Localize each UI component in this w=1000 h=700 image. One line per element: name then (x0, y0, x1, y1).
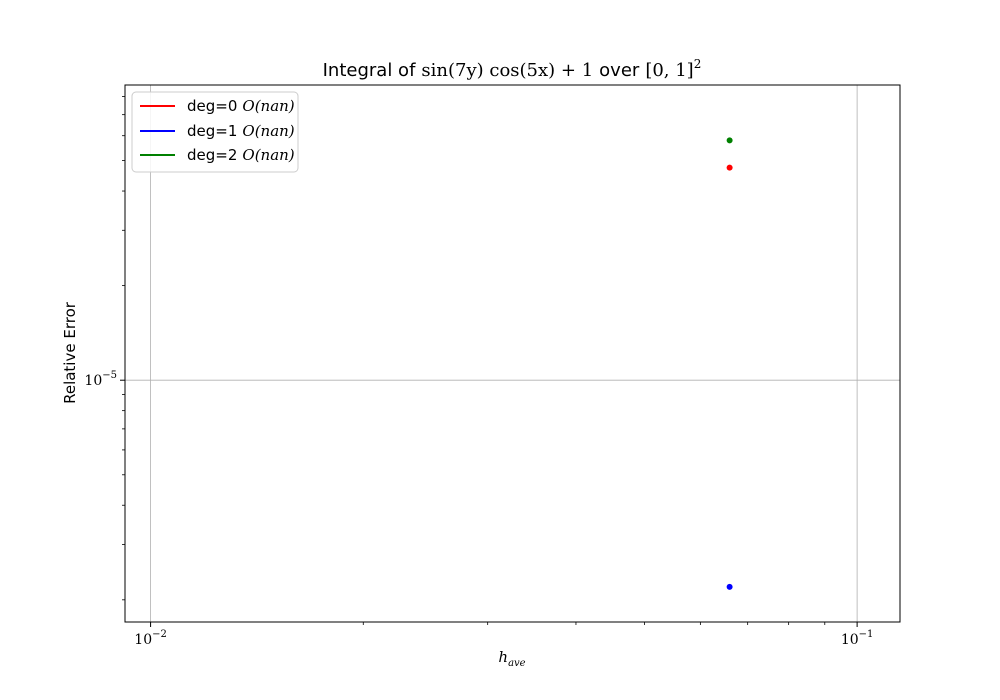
axis-ticks: 10−2 10−1 10−5 (84, 96, 873, 648)
title-domain: [0, 1] (645, 60, 693, 81)
legend-label-deg-0: deg=0 O(nan) (187, 97, 295, 115)
data-points (726, 137, 733, 590)
legend-label-deg-1: deg=1 O(nan) (187, 122, 295, 140)
y-tick-label: 10−5 (84, 370, 117, 389)
x-axis-label-sub: ave (508, 658, 526, 669)
legend-label-deg-2: deg=2 O(nan) (187, 146, 295, 164)
x-tick-label: 10−2 (134, 629, 167, 648)
title-expression: sin(7y) cos(5x) + 1 (421, 60, 593, 81)
legend: deg=0 O(nan) deg=1 O(nan) deg=2 O(nan) (131, 91, 299, 173)
chart-title: Integral of sin(7y) cos(5x) + 1 over [0, 1]… (323, 57, 702, 81)
legend-entry-deg-2: deg=2 O(nan) (140, 146, 295, 164)
title-middle: over (599, 60, 640, 81)
plot-frame (124, 84, 901, 623)
legend-box (131, 91, 299, 173)
title-power: 2 (694, 57, 702, 71)
data-point-deg-2 (726, 137, 733, 144)
y-axis-label: Relative Error (61, 301, 79, 404)
title-prefix: Integral of (323, 60, 416, 81)
x-axis-label: have (498, 648, 525, 669)
x-axis-label-base: h (498, 648, 508, 666)
grid (125, 85, 900, 622)
legend-entry-deg-0: deg=0 O(nan) (140, 97, 295, 115)
legend-entry-deg-1: deg=1 O(nan) (140, 122, 295, 140)
data-point-deg-0 (726, 164, 733, 171)
x-tick-label: 10−1 (841, 629, 874, 648)
data-point-deg-1 (726, 583, 733, 590)
